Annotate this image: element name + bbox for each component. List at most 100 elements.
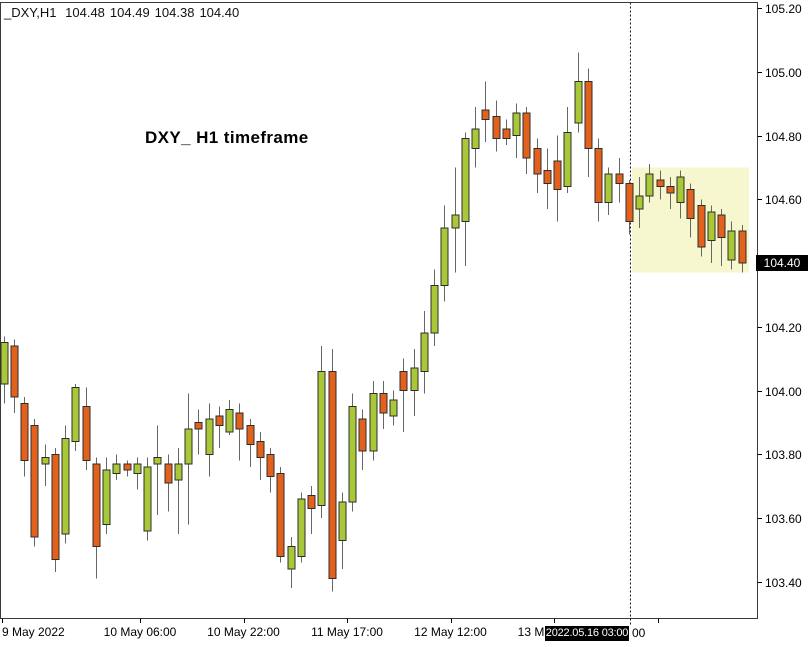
candle-body-bull (410, 367, 419, 391)
candle-body-bull (440, 227, 449, 286)
candle-body-bear (656, 179, 665, 187)
candle-body-bear (584, 80, 593, 149)
candle-body-bear (533, 147, 542, 175)
candle-body-bull (143, 466, 152, 532)
price-axis-label: 104.60 (765, 192, 802, 207)
candle-body-bull (225, 409, 234, 433)
candle-body-bull (317, 370, 326, 506)
candle-body-bear (666, 186, 675, 194)
candle-body-bull (389, 399, 398, 417)
candle-body-bull (563, 131, 572, 187)
candle-body-bull (205, 418, 214, 455)
candle-body-bear (615, 173, 624, 184)
candle-body-bear (625, 182, 634, 223)
candle-body-bear (266, 453, 275, 478)
candle-body-bear (522, 112, 531, 159)
candle-body-bull (0, 342, 9, 385)
chart-annotation-title: DXY_ H1 timeframe (145, 128, 309, 147)
candle-body-bull (153, 456, 162, 465)
candle-body-bull (369, 393, 378, 452)
time-axis-label: 9 May 2022 (2, 625, 65, 639)
candle-body-bear (276, 472, 285, 557)
candle-body-bull (512, 112, 521, 136)
candle-body-bear (553, 160, 562, 191)
candle-body-bull (471, 128, 480, 149)
candle-body-bull (604, 173, 613, 203)
candle-body-bear (82, 405, 91, 462)
candle-body-bull (430, 284, 439, 334)
time-axis-label: 10 May 06:00 (103, 625, 177, 639)
candle-body-bull (707, 211, 716, 242)
candle-body-bull (297, 498, 306, 557)
candle-body-bull (574, 80, 583, 124)
symbol-ohlc-readout: _DXY,H1 104.48 104.49 104.38 104.40 (4, 5, 244, 20)
candle-body-bull (338, 501, 347, 541)
candle-body-bull (461, 138, 470, 223)
ohlc-close: 104.40 (199, 5, 240, 20)
candle-body-bull (61, 437, 70, 535)
candle-body-bull (71, 386, 80, 442)
candle-body-bear (256, 441, 265, 458)
candle-body-bear (502, 128, 511, 140)
candle-body-bull (133, 463, 142, 474)
candle-body-bear (20, 402, 29, 462)
candle-body-bull (41, 456, 50, 465)
candle-body-bear (123, 463, 132, 471)
vline-time-tag: 2022.05.16 03:00 (545, 626, 629, 641)
ohlc-open: 104.48 (65, 5, 105, 20)
current-price-tag: 104.40 (756, 255, 808, 271)
price-axis-label: 104.00 (765, 384, 802, 399)
candle-body-bear (10, 345, 19, 398)
candle-body-bear (697, 205, 706, 248)
candle-body-bull (676, 176, 685, 203)
candle-body-bull (287, 546, 296, 570)
candle-body-bear (717, 214, 726, 238)
candle-body-bear (686, 189, 695, 219)
candle-body-bull (112, 463, 121, 474)
candle-body-bear (492, 115, 501, 140)
candle-body-bear (594, 147, 603, 203)
candle-body-bear (215, 415, 224, 427)
price-axis-label: 103.40 (765, 575, 802, 590)
candle-body-bear (92, 463, 101, 548)
candle-body-bull (102, 469, 111, 525)
candle-body-bear (194, 421, 203, 430)
candle-body-bear (246, 425, 255, 446)
time-axis-label: 11 May 17:00 (311, 625, 383, 639)
ohlc-low: 104.38 (154, 5, 195, 20)
time-axis-label: 12 May 12:00 (414, 625, 487, 639)
candle-body-bull (348, 405, 357, 503)
candle-body-bull (727, 230, 736, 261)
candle-body-bull (645, 173, 654, 197)
price-axis-label: 103.60 (765, 511, 802, 526)
candle-body-bear (235, 412, 244, 430)
candle-body-bear (30, 425, 39, 538)
candle-body-bear (481, 109, 490, 121)
clipped-time-label-tail: 00 (632, 626, 646, 640)
candle-body-bull (451, 214, 460, 229)
candle-body-bear (51, 453, 60, 560)
candle-body-bull (174, 463, 183, 481)
price-axis-label: 105.20 (765, 1, 802, 16)
price-axis-label: 103.80 (765, 447, 802, 462)
plot-frame (0, 2, 758, 619)
candle-body-bear (738, 230, 747, 264)
price-axis-label: 104.80 (765, 129, 802, 144)
symbol-label: _DXY,H1 (4, 5, 57, 20)
candle-body-bear (164, 463, 173, 484)
candle-body-bear (307, 495, 316, 509)
candle-body-bear (399, 370, 408, 391)
candle-body-bull (635, 195, 644, 210)
candle-body-bear (379, 393, 388, 414)
time-axis-label: 10 May 22:00 (207, 625, 280, 639)
price-axis-label: 104.20 (765, 320, 802, 335)
candle-body-bull (184, 428, 193, 465)
candle-body-bear (328, 370, 337, 580)
candle-body-bear (543, 170, 552, 184)
candle-body-bull (420, 332, 429, 372)
ohlc-high: 104.49 (109, 5, 150, 20)
price-axis-label: 105.00 (765, 65, 802, 80)
candle-body-bear (358, 418, 367, 452)
